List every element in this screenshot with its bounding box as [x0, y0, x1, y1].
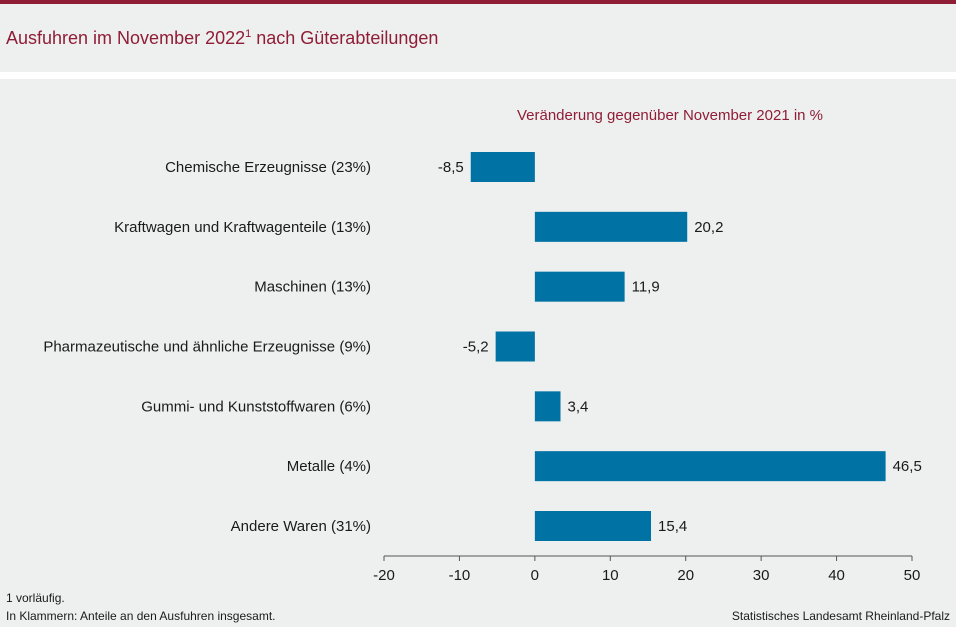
top-accent-rule — [0, 0, 956, 4]
x-tick-label: -20 — [373, 567, 395, 584]
footnote-preliminary: 1 vorläufig. — [6, 591, 65, 605]
header-band — [0, 4, 956, 72]
x-tick-label: 10 — [602, 567, 619, 584]
value-label: 20,2 — [694, 219, 723, 236]
footnote-shares: In Klammern: Anteile an den Ausfuhren in… — [6, 609, 276, 623]
chart-title-text: Ausfuhren im November 2022 — [6, 28, 246, 48]
category-label: Metalle (4%) — [287, 458, 371, 475]
value-label: 3,4 — [568, 398, 589, 415]
chart-title-suffix: nach Güterabteilungen — [251, 28, 439, 48]
x-tick-label: -10 — [449, 567, 471, 584]
category-label: Kraftwagen und Kraftwagenteile (13%) — [114, 219, 371, 236]
value-label: 15,4 — [658, 518, 687, 535]
chart-subtitle: Veränderung gegenüber November 2021 in % — [517, 107, 823, 124]
value-label: -8,5 — [438, 159, 464, 176]
x-tick-label: 30 — [753, 567, 770, 584]
category-label: Gummi- und Kunststoffwaren (6%) — [141, 398, 371, 415]
x-tick-label: 40 — [828, 567, 845, 584]
category-label: Chemische Erzeugnisse (23%) — [165, 159, 371, 176]
x-tick-label: 50 — [904, 567, 921, 584]
source-credit: Statistisches Landesamt Rheinland-Pfalz — [731, 609, 950, 623]
bar — [495, 331, 535, 362]
value-label: 46,5 — [893, 458, 922, 475]
bar — [534, 451, 886, 482]
category-label: Andere Waren (31%) — [231, 518, 371, 535]
chart-title-footnote-marker: 1 — [245, 28, 252, 40]
x-tick-label: 20 — [677, 567, 694, 584]
category-label: Maschinen (13%) — [254, 279, 371, 296]
value-label: -5,2 — [463, 338, 489, 355]
bar — [534, 391, 561, 422]
value-label: 11,9 — [632, 279, 660, 296]
bar — [534, 271, 625, 302]
x-tick-label: 0 — [531, 567, 539, 584]
bar — [470, 152, 535, 182]
chart-title: Ausfuhren im November 20221 nach Güterab… — [6, 28, 438, 49]
category-label: Pharmazeutische und ähnliche Erzeugnisse… — [43, 338, 371, 355]
bar — [534, 211, 688, 242]
bar — [534, 510, 652, 541]
header-separator — [0, 72, 956, 79]
